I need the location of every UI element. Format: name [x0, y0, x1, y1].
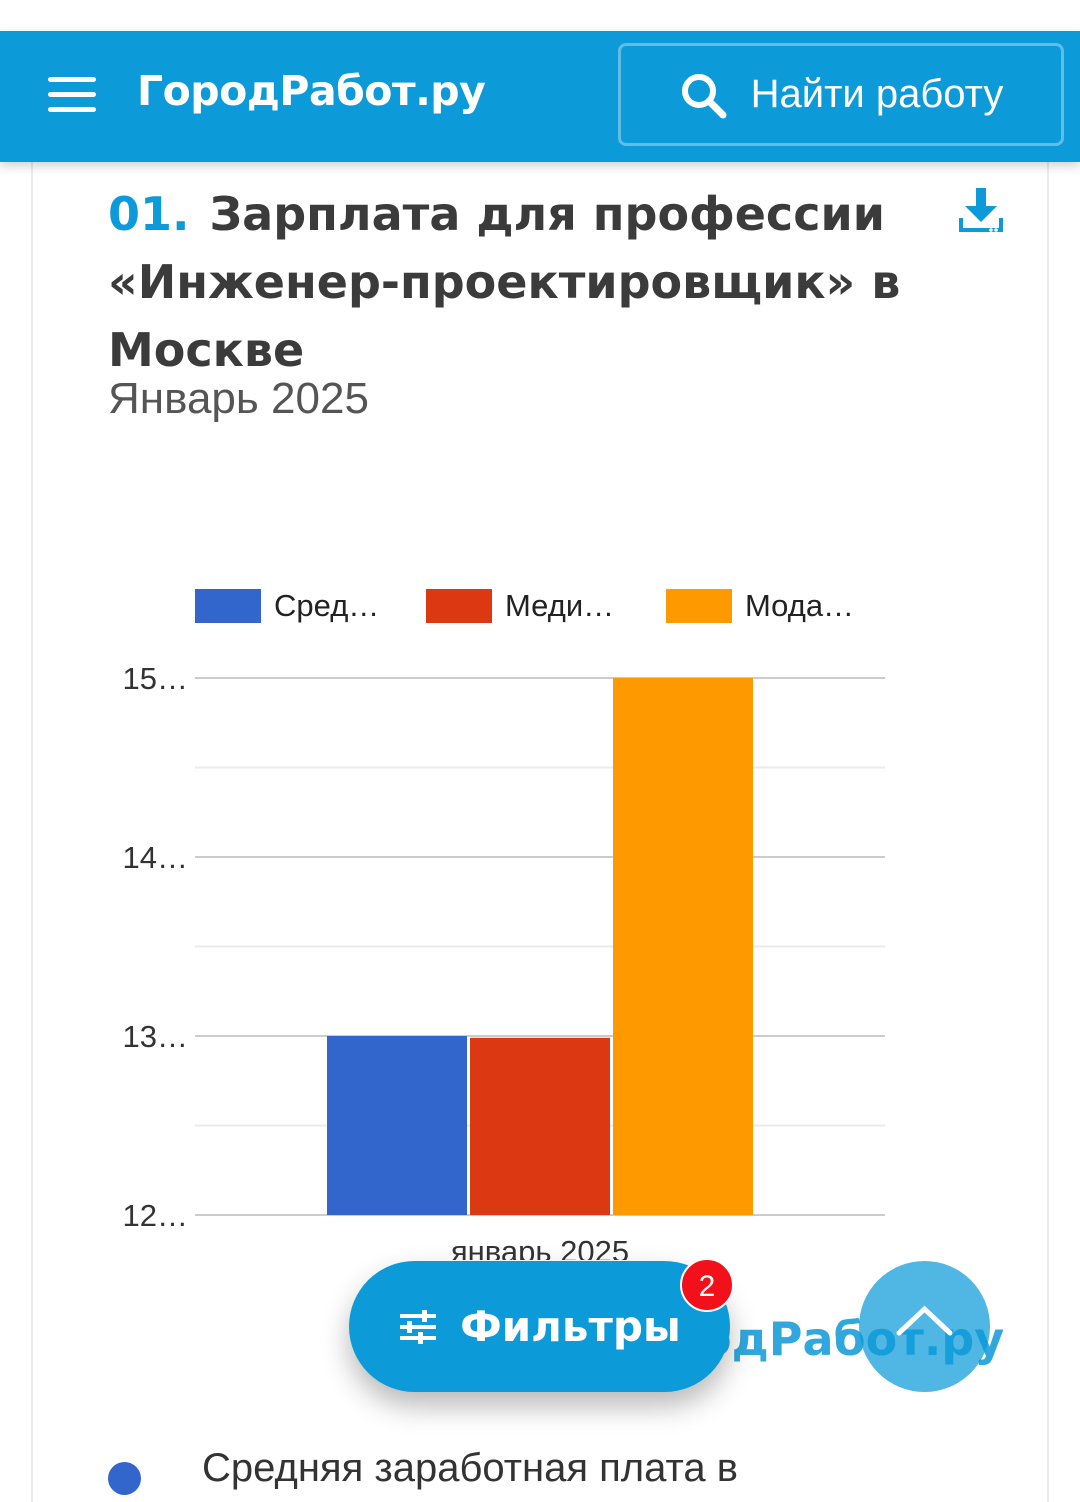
list-item-average-text: Средняя заработная плата в [202, 1446, 738, 1490]
salary-card [31, 162, 1049, 1502]
legend-swatch-average [195, 589, 261, 623]
bar-2 [470, 1037, 610, 1215]
section-subtitle: Январь 2025 [108, 374, 369, 423]
legend-item-average[interactable]: Сред… [195, 588, 379, 624]
legend-label-average: Сред… [274, 588, 380, 623]
download-icon[interactable] [955, 186, 1007, 238]
x-category-label: январь 2025 [451, 1234, 629, 1260]
legend-label-median: Меди… [505, 588, 615, 623]
find-job-button[interactable]: Найти работу [618, 43, 1064, 146]
section-title-text: Зарплата для профессии «Инженер-проектир… [108, 187, 901, 377]
legend-item-median[interactable]: Меди… [426, 588, 614, 624]
filters-label: Фильтры [460, 1302, 681, 1351]
find-job-label: Найти работу [750, 72, 1004, 116]
status-strip [0, 0, 1080, 31]
bar-1 [327, 1036, 467, 1215]
sliders-icon [400, 1309, 437, 1344]
legend-label-mode: Мода… [745, 588, 855, 623]
chevron-up-icon [896, 1305, 953, 1336]
y-tick-label: 13… [123, 1019, 188, 1054]
y-tick-label: 12… [123, 1198, 188, 1233]
bar-3 [613, 678, 753, 1215]
top-bar: ГородРабот.ру Найти работу [0, 31, 1080, 162]
filters-button[interactable]: Фильтры [349, 1261, 730, 1392]
legend-item-mode[interactable]: Мода… [666, 588, 854, 624]
legend-swatch-median [426, 589, 492, 623]
section-title: 01. Зарплата для профессии «Инженер-проек… [108, 180, 908, 384]
search-icon [681, 73, 727, 118]
filters-count-badge: 2 [680, 1258, 734, 1312]
y-tick-label: 15… [123, 661, 188, 696]
salary-bar-chart: 15… 14… 13… 12… январь 2025 [123, 661, 885, 1260]
y-tick-label: 14… [123, 840, 188, 875]
site-logo[interactable]: ГородРабот.ру [137, 67, 486, 115]
list-bullet-average [108, 1462, 141, 1495]
section-number: 01. [108, 187, 190, 241]
legend-swatch-mode [666, 589, 732, 623]
scroll-to-top-button[interactable] [859, 1261, 990, 1392]
hamburger-menu-icon[interactable] [48, 77, 96, 113]
